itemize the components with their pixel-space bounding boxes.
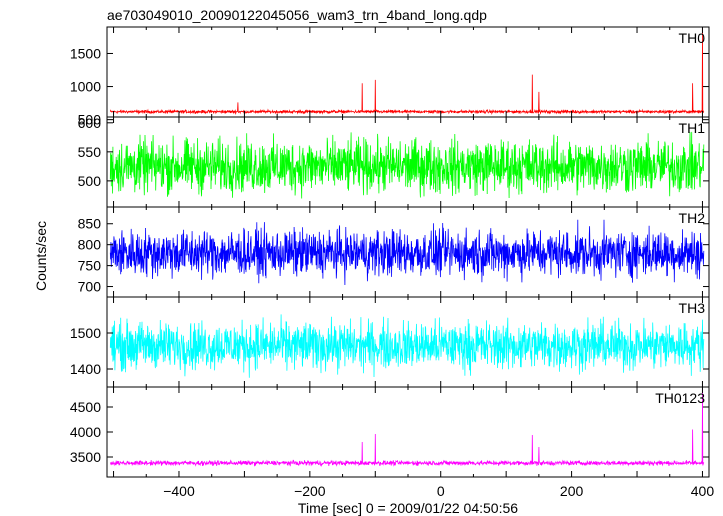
y-tick-label: 1500 [70, 45, 101, 61]
x-tick-label: 200 [560, 483, 584, 499]
y-tick-label: 1000 [70, 79, 101, 95]
y-tick-label: 1500 [70, 325, 101, 341]
y-tick-label: 550 [78, 144, 102, 160]
y-tick-label: 500 [78, 112, 102, 128]
y-tick-label: 500 [78, 173, 102, 189]
y-tick-label: 4500 [70, 399, 101, 415]
panel-frame-th0 [106, 26, 710, 118]
y-axis-label: Counts/sec [33, 221, 49, 291]
y-tick-label: 4000 [70, 424, 101, 440]
x-axis-label: Time [sec] 0 = 2009/01/22 04:50:56 [298, 500, 518, 516]
x-tick-label: 0 [437, 483, 445, 499]
panel-label-th0123: TH0123 [655, 390, 705, 406]
x-tick-label: −400 [163, 483, 195, 499]
series-line-th3 [109, 314, 705, 378]
panel-label-th0: TH0 [679, 30, 706, 46]
y-tick-label: 850 [78, 216, 102, 232]
chart-title: ae703049010_20090122045056_wam3_trn_4ban… [107, 7, 487, 23]
panel-label-th1: TH1 [679, 120, 706, 136]
x-tick-label: −200 [294, 483, 326, 499]
y-tick-label: 600 [78, 115, 102, 131]
panel-label-th3: TH3 [679, 300, 706, 316]
series-line-th1 [109, 131, 705, 199]
series-line-th0123 [109, 389, 705, 467]
panel-label-th2: TH2 [679, 210, 706, 226]
x-tick-label: 400 [691, 483, 715, 499]
panels-group: TH0 500 1000 1500 TH1 500 550 600 TH2 700 750 800 85… [70, 26, 715, 499]
y-tick-label: 3500 [70, 449, 101, 465]
series-line-th0 [109, 28, 705, 116]
y-tick-label: 700 [78, 279, 102, 295]
y-tick-label: 800 [78, 237, 102, 253]
y-tick-label: 750 [78, 258, 102, 274]
series-line-th2 [109, 219, 705, 286]
y-tick-label: 1400 [70, 361, 101, 377]
